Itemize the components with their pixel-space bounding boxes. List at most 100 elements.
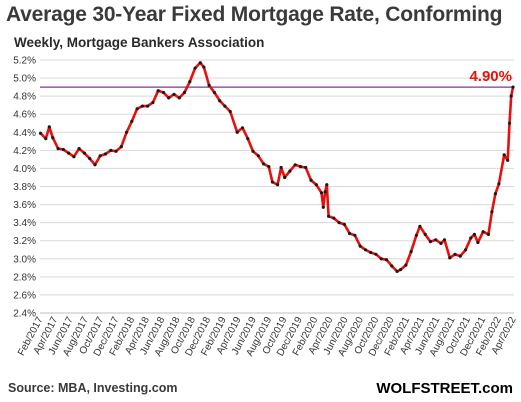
series-line [39, 61, 515, 273]
y-tick-label: 4.2% [13, 146, 36, 157]
data-point [167, 96, 171, 100]
data-point [267, 165, 271, 169]
data-point [172, 92, 176, 96]
data-point [198, 61, 202, 65]
y-axis-tick-labels: 2.4% 2.6% 2.8% 3.0% 3.2% 3.4% 3.6% 3.8% 4.0% 4.2%… [13, 56, 36, 320]
data-point [151, 100, 155, 105]
data-point [228, 109, 232, 114]
data-point [423, 232, 427, 236]
gridlines [40, 59, 514, 314]
data-point [469, 236, 473, 240]
data-point [409, 250, 413, 254]
data-point [348, 231, 352, 236]
data-point [448, 256, 452, 260]
data-point [476, 240, 480, 245]
data-point [464, 248, 468, 252]
data-point [182, 90, 187, 95]
data-point [453, 252, 457, 256]
data-point [161, 90, 166, 95]
data-point [193, 66, 197, 70]
data-point [38, 131, 43, 135]
data-point [304, 165, 308, 170]
data-point [246, 137, 250, 141]
data-point [507, 121, 512, 125]
data-point [98, 154, 102, 158]
data-point [218, 99, 222, 103]
y-tick-label: 4.8% [13, 92, 36, 103]
data-point [384, 258, 389, 262]
data-point [276, 183, 280, 187]
data-point [458, 254, 462, 258]
data-point [486, 232, 490, 236]
data-point [270, 180, 274, 184]
data-point [293, 163, 297, 167]
data-point [481, 230, 485, 234]
y-tick-label: 2.6% [13, 290, 36, 301]
data-point [77, 147, 81, 151]
data-point [251, 149, 255, 153]
data-point [418, 224, 422, 228]
data-point [135, 107, 139, 111]
data-point [202, 65, 206, 69]
data-point [314, 183, 318, 187]
data-point [490, 210, 494, 214]
y-tick-label: 3.0% [13, 254, 36, 265]
data-point [319, 191, 324, 195]
data-point [51, 136, 55, 140]
y-tick-label: 4.0% [13, 164, 36, 175]
y-tick-label: 2.8% [13, 272, 36, 283]
data-point [207, 83, 211, 87]
data-point [472, 232, 476, 236]
series-markers [38, 61, 515, 273]
data-point [44, 137, 48, 141]
data-point [88, 156, 92, 161]
data-point [212, 90, 216, 95]
data-point [235, 130, 239, 134]
chart-title: Average 30-Year Fixed Mortgage Rate, Con… [6, 3, 503, 26]
data-point [279, 165, 283, 170]
data-point [240, 126, 245, 130]
data-point [332, 216, 336, 220]
data-point [56, 147, 60, 151]
y-tick-label: 3.6% [13, 200, 36, 211]
data-point [119, 145, 123, 149]
data-point [497, 182, 501, 186]
data-point [395, 269, 399, 273]
data-point [493, 192, 497, 196]
data-point [72, 155, 76, 159]
data-point [439, 241, 443, 245]
reference-label: 4.90% [469, 68, 512, 85]
data-point [125, 130, 129, 134]
data-point [390, 264, 394, 268]
data-point [353, 233, 357, 237]
data-point [404, 263, 408, 267]
data-point [61, 147, 65, 152]
data-point [262, 162, 266, 166]
data-point [103, 152, 108, 156]
data-point [374, 252, 378, 256]
data-point [130, 119, 134, 123]
data-point [511, 85, 515, 89]
data-point [67, 151, 71, 155]
brand-logo-text: WOLFSTREET.com [376, 380, 513, 397]
data-point [156, 89, 160, 93]
y-tick-label: 3.4% [13, 218, 36, 229]
data-point [321, 205, 325, 209]
chart-subtitle: Weekly, Mortgage Bankers Association [14, 35, 265, 50]
data-point [114, 149, 118, 153]
x-axis-tick-labels: Feb/2017Apr/2017Jun/2017Aug/2017Oct/2017… [16, 315, 519, 358]
data-point [309, 178, 313, 182]
data-point [442, 238, 447, 242]
data-point [146, 104, 150, 108]
data-point [379, 257, 383, 261]
data-point [140, 104, 144, 108]
y-tick-label: 4.4% [13, 128, 36, 139]
data-point [506, 158, 510, 162]
data-point [177, 96, 181, 100]
data-point [288, 169, 292, 173]
data-point [337, 221, 341, 225]
data-point [342, 222, 346, 226]
data-point [223, 104, 227, 108]
data-point [256, 154, 260, 158]
